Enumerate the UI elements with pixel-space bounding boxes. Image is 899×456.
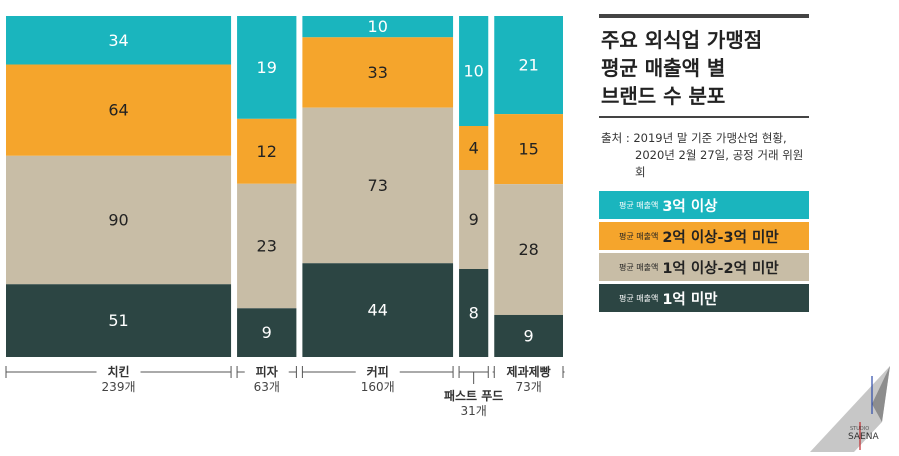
segment-2to3 <box>6 64 232 156</box>
legend-range: 3억 이상 <box>662 198 718 215</box>
source-line-1: 출처 : 2019년 말 기준 가맹산업 현황, <box>601 131 787 145</box>
legend-item-1to2: 평균 매출액 1억 이상-2억 미만 <box>599 253 809 281</box>
segment-value-label: 10 <box>463 62 483 81</box>
segment-value-label: 15 <box>518 140 538 159</box>
segment-under1 <box>494 314 563 357</box>
segment-value-label: 4 <box>469 139 479 158</box>
segment-over3 <box>6 16 232 65</box>
segment-value-label: 8 <box>469 304 479 323</box>
segment-over3 <box>237 16 297 119</box>
segment-1to2 <box>459 170 489 269</box>
category-count: 239개 <box>102 380 136 394</box>
logo-fold-shape <box>810 366 890 452</box>
title-rule-top <box>599 14 809 18</box>
segment-2to3 <box>494 114 563 185</box>
segment-over3 <box>302 16 454 38</box>
segment-value-label: 23 <box>257 237 277 256</box>
legend-item-under1: 평균 매출액 1억 미만 <box>599 284 809 312</box>
legend-item-over3: 평균 매출액 3억 이상 <box>599 191 809 219</box>
source-note: 출처 : 2019년 말 기준 가맹산업 현황, 2020년 2월 27일, 공… <box>599 130 809 181</box>
segment-2to3 <box>237 118 297 184</box>
studio-logo: STUDIO SAENA <box>810 366 890 452</box>
segment-1to2 <box>237 183 297 309</box>
segment-under1 <box>302 263 454 357</box>
segment-under1 <box>6 284 232 357</box>
segment-value-label: 9 <box>524 326 534 345</box>
legend-range: 1억 미만 <box>662 291 718 308</box>
logo-studio-text: STUDIO <box>850 426 869 432</box>
title-rule-bottom <box>599 116 809 118</box>
category-name: 피자 <box>256 364 278 379</box>
legend-prefix: 평균 매출액 <box>619 262 659 272</box>
legend-range: 1억 이상-2억 미만 <box>662 260 779 277</box>
legend-prefix: 평균 매출액 <box>619 200 659 210</box>
segment-value-label: 51 <box>108 311 128 330</box>
segment-value-label: 19 <box>257 58 277 77</box>
segment-value-label: 64 <box>108 101 128 120</box>
category-count: 31개 <box>461 404 487 418</box>
category-count: 63개 <box>254 380 280 394</box>
category-count: 160개 <box>361 380 395 394</box>
segment-over3 <box>459 16 489 126</box>
segment-value-label: 44 <box>368 301 388 320</box>
segment-1to2 <box>494 184 563 315</box>
category-count: 73개 <box>515 380 541 394</box>
segment-value-label: 21 <box>518 56 538 75</box>
legend-prefix: 평균 매출액 <box>619 231 659 241</box>
category-name: 치킨 <box>107 364 129 379</box>
segment-value-label: 33 <box>368 63 388 82</box>
segment-value-label: 12 <box>257 142 277 161</box>
segment-value-label: 10 <box>368 17 388 36</box>
side-panel: 주요 외식업 가맹점 평균 매출액 별 브랜드 수 분포 출처 : 2019년 … <box>599 14 809 315</box>
segment-under1 <box>237 308 297 357</box>
chart-title: 주요 외식업 가맹점 평균 매출액 별 브랜드 수 분포 <box>601 28 763 108</box>
segment-2to3 <box>459 126 489 170</box>
source-line-2: 2020년 2월 27일, 공정 거래 위원회 <box>635 148 804 179</box>
legend-range: 2억 이상-3억 미만 <box>662 229 779 246</box>
category-name: 커피 <box>367 364 389 379</box>
segment-1to2 <box>302 107 454 264</box>
segment-over3 <box>494 16 563 115</box>
segment-2to3 <box>302 37 454 108</box>
legend: 평균 매출액 3억 이상 평균 매출액 2억 이상-3억 미만 평균 매출액 1… <box>599 191 809 312</box>
segment-value-label: 73 <box>368 176 388 195</box>
segment-under1 <box>459 269 489 357</box>
legend-item-2to3: 평균 매출액 2억 이상-3억 미만 <box>599 222 809 250</box>
category-name: 제과제빵 <box>507 364 551 379</box>
segment-value-label: 34 <box>108 31 128 50</box>
legend-prefix: 평균 매출액 <box>619 293 659 303</box>
segment-1to2 <box>6 155 232 285</box>
logo-name-text: SAENA <box>848 432 879 442</box>
segment-value-label: 9 <box>469 210 479 229</box>
segment-value-label: 28 <box>518 240 538 259</box>
logo-fold-dark <box>872 366 890 422</box>
segment-value-label: 90 <box>108 211 128 230</box>
category-name: 패스트 푸드 <box>444 389 503 403</box>
segment-value-label: 9 <box>262 323 272 342</box>
